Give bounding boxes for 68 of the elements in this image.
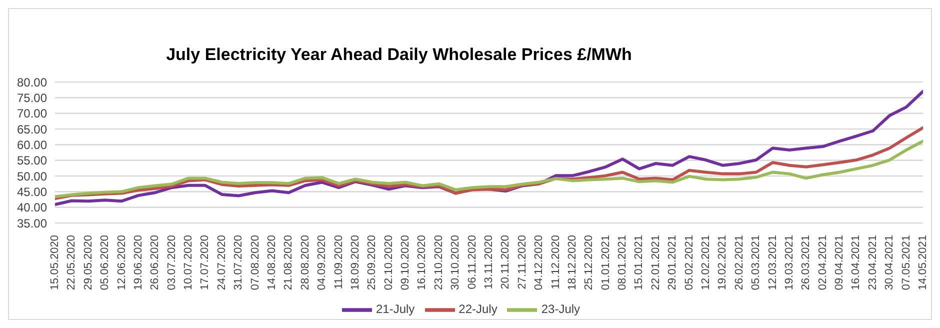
x-tick-label: 18.09.2020 [349, 235, 362, 290]
x-tick-label: 23.04.2021 [866, 235, 879, 290]
x-tick-label: 16.04.2021 [850, 235, 862, 290]
x-tick-label: 19.06.2020 [132, 235, 144, 290]
x-tick-label: 30.10.2020 [450, 235, 462, 290]
y-tick-label: 80.00 [16, 75, 48, 90]
x-tick-label: 14.08.2020 [266, 235, 278, 290]
x-tick-label: 29.05.2020 [82, 235, 94, 290]
y-tick-label: 65.00 [16, 122, 48, 136]
x-tick-label: 25.12.2020 [583, 235, 596, 290]
x-tick-label: 22.05.2020 [66, 235, 78, 290]
x-tick-label: 18.12.2020 [566, 235, 578, 290]
legend-label: 23-July [541, 302, 580, 316]
x-tick-label: 22.01.2021 [650, 235, 662, 290]
x-tick-label: 15.01.2021 [633, 235, 646, 290]
x-tick-label: 15.05.2020 [49, 235, 61, 290]
y-tick-label: 55.00 [16, 154, 48, 168]
x-tick-label: 07.05.2021 [900, 235, 912, 290]
x-tick-label: 19.03.2021 [783, 235, 796, 290]
x-tick-label: 19.02.2021 [716, 235, 729, 290]
x-tick-label: 29.01.2021 [666, 235, 679, 290]
x-tick-label: 24.07.2020 [216, 235, 228, 290]
y-tick-label: 35.00 [16, 216, 48, 230]
x-tick-label: 11.09.2020 [332, 235, 345, 290]
x-tick-label: 12.06.2020 [116, 235, 128, 290]
x-tick-label: 03.07.2020 [166, 235, 178, 290]
y-tick-label: 45.00 [16, 184, 48, 199]
legend-label: 22-July [458, 302, 498, 316]
line-series [55, 140, 923, 198]
x-tick-label: 09.04.2021 [834, 235, 846, 290]
x-tick-label: 05.06.2020 [99, 235, 112, 290]
x-tick-label: 26.02.2021 [733, 235, 746, 290]
x-tick-label: 26.03.2021 [800, 235, 812, 290]
y-tick-label: 70.00 [16, 106, 48, 121]
x-tick-label: 08.01.2021 [616, 235, 629, 290]
x-tick-label: 11.12.2020 [550, 235, 562, 290]
x-tick-label: 26.06.2020 [149, 235, 162, 290]
x-tick-label: 28.08.2020 [299, 235, 312, 290]
x-tick-label: 23.10.2020 [432, 235, 445, 290]
y-tick-label: 60.00 [16, 138, 48, 152]
x-tick-label: 31.07.2020 [232, 235, 245, 290]
x-tick-label: 27.11.2020 [516, 235, 528, 290]
y-tick-label: 50.00 [16, 169, 48, 184]
x-tick-label: 07.08.2020 [249, 235, 262, 290]
x-tick-label: 30.04.2021 [884, 235, 896, 290]
x-tick-label: 01.01.2021 [600, 235, 612, 290]
x-tick-label: 04.12.2020 [533, 235, 546, 290]
x-tick-label: 09.10.2020 [400, 235, 412, 290]
chart-title: July Electricity Year Ahead Daily Wholesale Prices £/MWh [165, 45, 633, 65]
y-tick-label: 75.00 [16, 90, 48, 105]
x-tick-label: 02.10.2020 [382, 235, 395, 290]
legend-label: 21-July [376, 302, 415, 316]
x-tick-label: 16.10.2020 [416, 235, 428, 290]
x-tick-label: 12.02.2021 [700, 235, 712, 290]
x-tick-label: 20.11.2020 [500, 235, 512, 290]
x-tick-label: 02.04.2021 [816, 235, 829, 290]
x-tick-label: 21.08.2020 [282, 235, 295, 290]
x-tick-label: 04.09.2020 [316, 235, 328, 290]
x-tick-label: 05.02.2021 [683, 235, 696, 290]
x-tick-label: 13.11.2020 [483, 235, 495, 290]
y-tick-label: 40.00 [16, 200, 48, 215]
x-tick-label: 17.07.2020 [199, 235, 212, 290]
x-tick-label: 25.09.2020 [366, 235, 378, 290]
x-tick-label: 10.07.2020 [182, 235, 195, 290]
x-tick-label: 12.03.2021 [766, 235, 779, 290]
x-tick-label: 14.05.2021 [917, 235, 929, 290]
x-tick-label: 05.03.2021 [750, 235, 762, 290]
x-tick-label: 06.11.2020 [466, 235, 478, 290]
